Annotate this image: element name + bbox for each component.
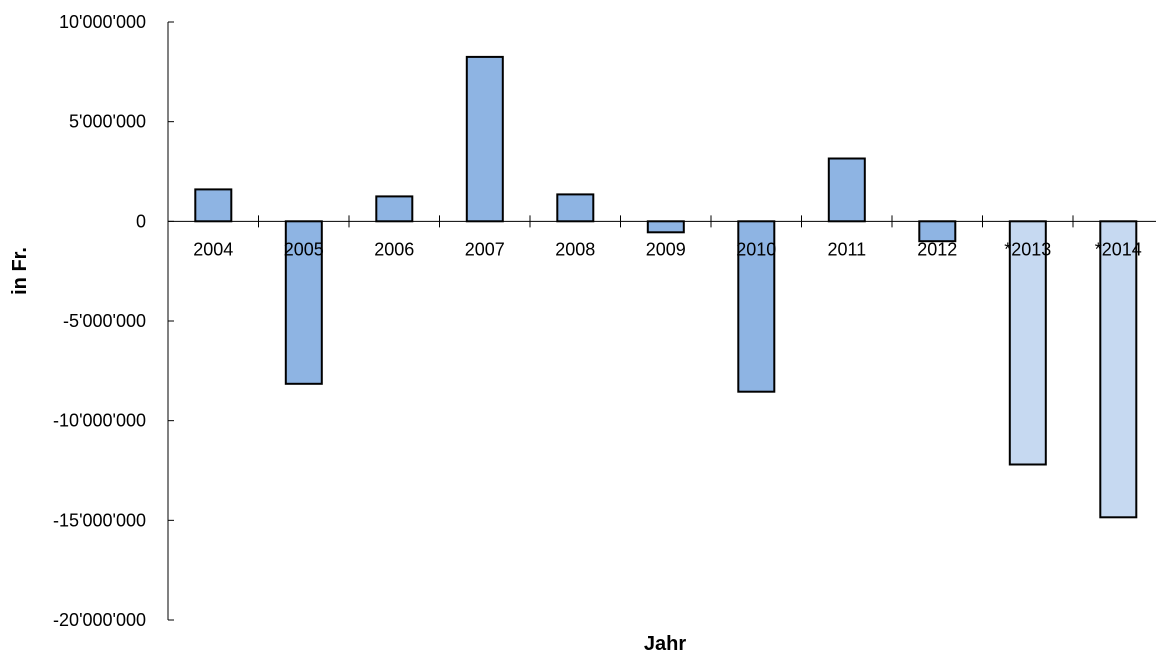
- x-tick-label: 2007: [465, 239, 505, 259]
- bar-2012: [918, 220, 957, 243]
- x-tick-label: 2008: [555, 239, 595, 259]
- y-tick-label: -5'000'000: [63, 311, 146, 331]
- y-tick-label: -20'000'000: [53, 610, 146, 630]
- x-axis-title: Jahr: [644, 633, 686, 655]
- bar-projected-2014: [1099, 220, 1138, 519]
- bar-2009: [646, 220, 685, 234]
- y-axis-title: in Fr.: [9, 247, 31, 295]
- x-tick-label: 2012: [917, 239, 957, 259]
- bar-2007: [465, 55, 504, 223]
- y-tick-label: 10'000'000: [59, 12, 146, 32]
- bar-2006: [375, 195, 414, 223]
- bars-layer: [194, 55, 1138, 519]
- x-tick-label: 2009: [646, 239, 686, 259]
- y-tick-label: 5'000'000: [69, 112, 146, 132]
- x-tick-label: 2006: [374, 239, 414, 259]
- y-tick-label: 0: [136, 211, 146, 231]
- x-tick-label: 2005: [284, 239, 324, 259]
- labels-layer: 10'000'000 5'000'000 0 -5'000'000 -10'000'00…: [53, 12, 1142, 630]
- bar-2005: [284, 220, 323, 385]
- x-tick-label: *2013: [1004, 239, 1051, 259]
- bar-2011: [827, 157, 866, 223]
- x-tick-label: 2004: [193, 239, 233, 259]
- bar-2004: [194, 188, 233, 223]
- x-tick-label: 2010: [736, 239, 776, 259]
- y-tick-label: -15'000'000: [53, 510, 146, 530]
- bar-2008: [556, 193, 595, 223]
- axes-layer: [167, 21, 1156, 621]
- x-tick-label: 2011: [827, 239, 866, 259]
- bar-2010: [737, 220, 776, 393]
- x-tick-label: *2014: [1095, 239, 1142, 259]
- y-tick-label: -10'000'000: [53, 411, 146, 431]
